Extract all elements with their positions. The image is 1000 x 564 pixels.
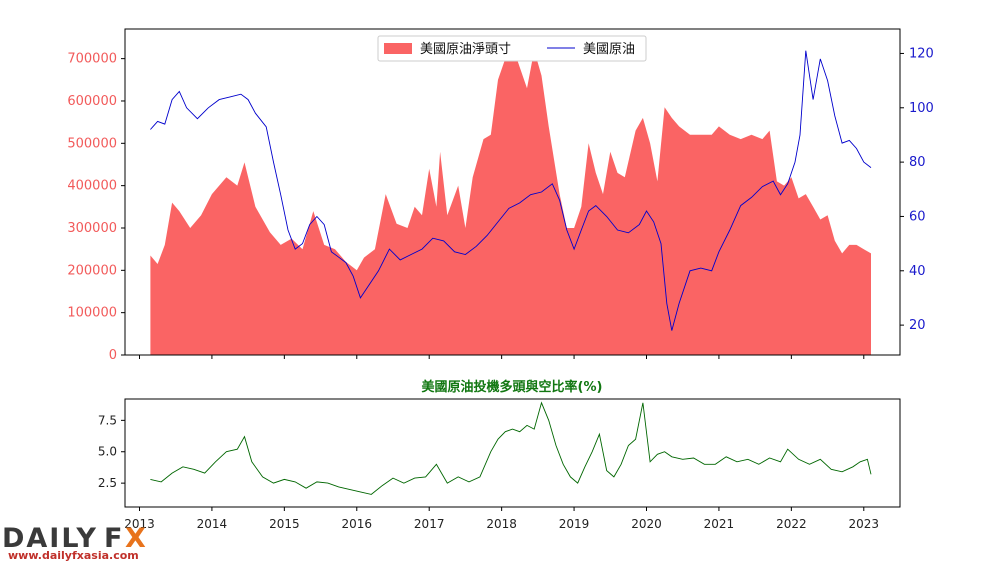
logo-daily: DAILY xyxy=(2,523,98,554)
ratio-axis-ticks: 2.5 5.0 7.5 xyxy=(98,413,125,490)
legend-box xyxy=(377,35,647,62)
x-tick-label: 2023 xyxy=(849,517,880,531)
ratio-tick-label: 5.0 xyxy=(98,445,117,459)
left-tick-label: 400000 xyxy=(67,179,117,194)
x-tick-label: 2022 xyxy=(776,517,807,531)
bottom-plot-frame xyxy=(124,398,901,508)
bottom-x-axis-ticks: 2013 2014 2015 2016 2017 2018 2019 2020 2021 2022… xyxy=(124,507,879,531)
x-tick-label: 2017 xyxy=(414,517,445,531)
left-tick-label: 200000 xyxy=(67,263,117,278)
x-tick-label: 2020 xyxy=(631,517,662,531)
legend-label-price: 美國原油 xyxy=(583,42,635,57)
ratio-tick-label: 2.5 xyxy=(98,476,117,490)
x-tick-label: 2015 xyxy=(269,517,300,531)
left-tick-label: 700000 xyxy=(67,52,117,67)
right-tick-label: 120 xyxy=(909,46,934,61)
x-tick-label: 2021 xyxy=(704,517,735,531)
left-tick-label: 300000 xyxy=(67,221,117,236)
crude-price-line xyxy=(150,50,872,331)
ratio-tick-label: 7.5 xyxy=(98,413,117,427)
logo-url: www.dailyfxasia.com xyxy=(8,549,139,562)
legend-label-net-position: 美國原油淨頭寸 xyxy=(420,42,511,57)
left-tick-label: 500000 xyxy=(67,136,117,151)
right-tick-label: 100 xyxy=(909,101,934,116)
legend: 美國原油淨頭寸 美國原油 xyxy=(377,35,647,62)
x-tick-label: 2014 xyxy=(197,517,228,531)
x-tick-label: 2013 xyxy=(124,517,155,531)
x-tick-label: 2018 xyxy=(486,517,517,531)
dailyfx-logo: DAILY F X www.dailyfxasia.com xyxy=(2,523,146,562)
logo-f: F xyxy=(104,523,122,554)
ratio-chart-title: 美國原油投機多頭與空比率(%) xyxy=(422,379,603,395)
left-tick-label: 100000 xyxy=(67,306,117,321)
long-short-ratio-chart: 美國原油投機多頭與空比率(%) 2.55.07.5 2013 2014 2015 20… xyxy=(98,379,901,531)
right-axis-ticks: 20 40 60 80 100 120 xyxy=(900,46,934,333)
x-tick-label: 2019 xyxy=(559,517,590,531)
x-tick-label: 2016 xyxy=(342,517,373,531)
left-tick-label: 600000 xyxy=(67,94,117,109)
logo-x: X xyxy=(125,523,146,554)
top-x-axis-ticks xyxy=(138,355,865,359)
left-axis-ticks: 0 100000 200000 300000 400000 500000 600000 700… xyxy=(67,52,125,363)
right-tick-label: 40 xyxy=(909,264,926,279)
legend-swatch-net-position xyxy=(384,43,412,54)
right-tick-label: 80 xyxy=(909,155,926,170)
right-tick-label: 20 xyxy=(909,318,926,333)
ratio-line xyxy=(150,401,872,495)
right-tick-label: 60 xyxy=(909,209,926,224)
net-position-chart: 0 100000 200000 300000 400000 500000 600000 700… xyxy=(67,28,934,363)
left-tick-label: 0 xyxy=(109,348,117,363)
net-position-area xyxy=(150,45,871,356)
top-plot-frame xyxy=(124,28,901,356)
